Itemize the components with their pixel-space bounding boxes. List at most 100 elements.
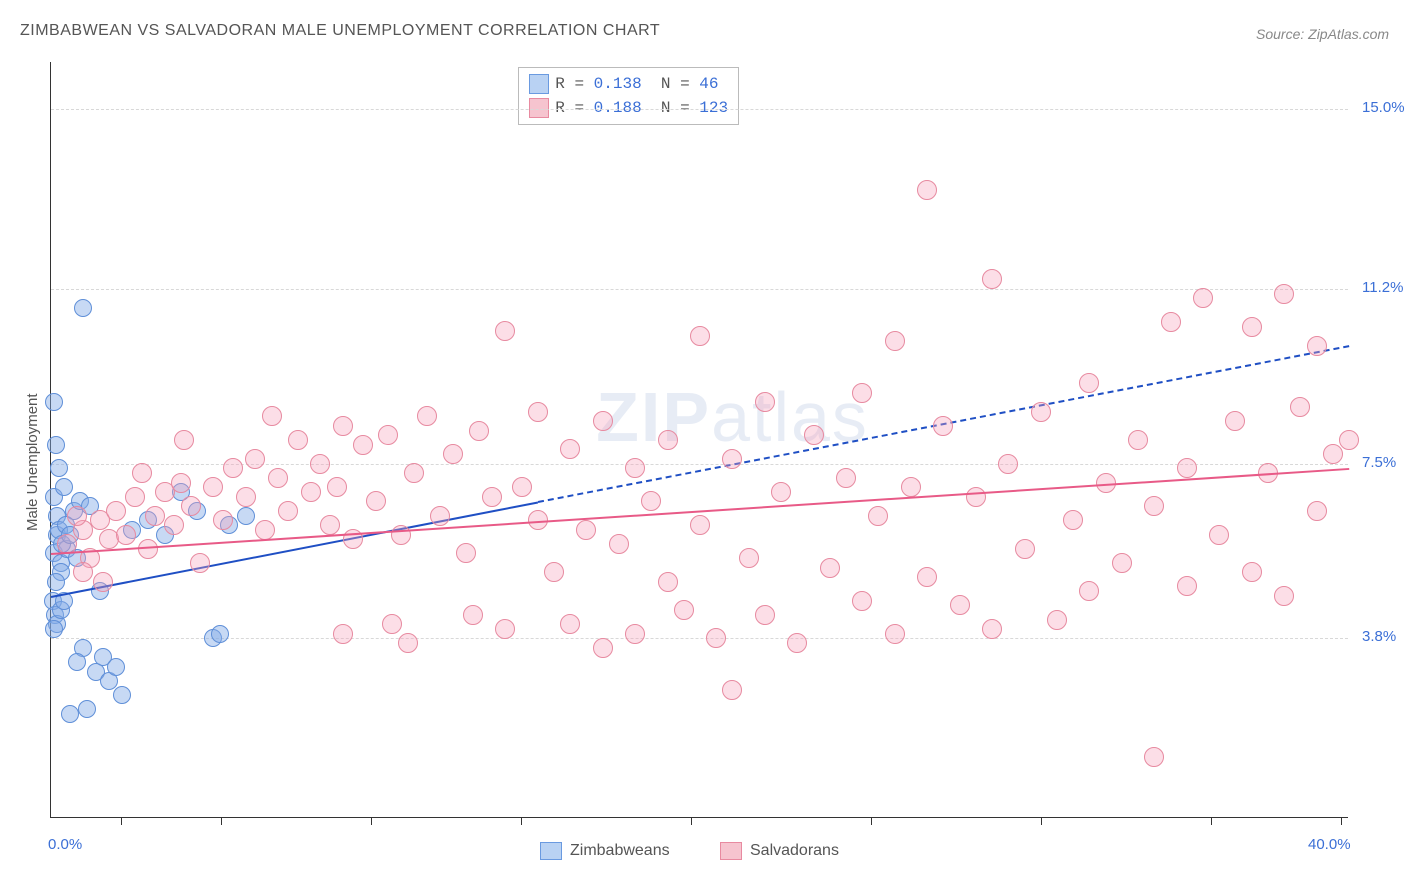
x-tick xyxy=(221,817,222,825)
data-point-salvadorans xyxy=(1079,581,1099,601)
data-point-salvadorans xyxy=(755,605,775,625)
data-point-salvadorans xyxy=(836,468,856,488)
data-point-salvadorans xyxy=(658,430,678,450)
data-point-salvadorans xyxy=(463,605,483,625)
bottom-legend-item: Zimbabweans xyxy=(540,842,670,860)
source-credit: Source: ZipAtlas.com xyxy=(1256,26,1389,42)
data-point-salvadorans xyxy=(560,614,580,634)
plot-area: ZIPatlas R = 0.138 N = 46 R = 0.188 N = 1… xyxy=(50,62,1348,818)
data-point-salvadorans xyxy=(901,477,921,497)
data-point-salvadorans xyxy=(391,525,411,545)
watermark-rest: atlas xyxy=(711,378,869,456)
x-tick xyxy=(1341,817,1342,825)
data-point-salvadorans xyxy=(171,473,191,493)
legend-swatch xyxy=(529,98,549,118)
data-point-salvadorans xyxy=(378,425,398,445)
data-point-salvadorans xyxy=(933,416,953,436)
data-point-salvadorans xyxy=(1161,312,1181,332)
y-axis-title: Male Unemployment xyxy=(24,393,41,531)
data-point-salvadorans xyxy=(641,491,661,511)
data-point-zimbabweans xyxy=(47,436,65,454)
data-point-salvadorans xyxy=(417,406,437,426)
data-point-salvadorans xyxy=(245,449,265,469)
data-point-salvadorans xyxy=(333,416,353,436)
data-point-salvadorans xyxy=(1242,562,1262,582)
x-tick xyxy=(371,817,372,825)
data-point-zimbabweans xyxy=(50,459,68,477)
data-point-salvadorans xyxy=(430,506,450,526)
x-tick xyxy=(1211,817,1212,825)
data-point-salvadorans xyxy=(327,477,347,497)
data-point-salvadorans xyxy=(301,482,321,502)
data-point-salvadorans xyxy=(1290,397,1310,417)
data-point-salvadorans xyxy=(1274,284,1294,304)
y-tick-label: 3.8% xyxy=(1362,628,1396,645)
data-point-salvadorans xyxy=(310,454,330,474)
data-point-salvadorans xyxy=(609,534,629,554)
stats-legend-row: R = 0.138 N = 46 xyxy=(529,72,728,96)
data-point-salvadorans xyxy=(1339,430,1359,450)
data-point-zimbabweans xyxy=(61,705,79,723)
data-point-zimbabweans xyxy=(74,299,92,317)
x-max-label: 40.0% xyxy=(1308,836,1351,853)
x-tick xyxy=(121,817,122,825)
data-point-zimbabweans xyxy=(68,653,86,671)
stats-legend: R = 0.138 N = 46 R = 0.188 N = 123 xyxy=(518,67,739,125)
data-point-salvadorans xyxy=(576,520,596,540)
legend-swatch xyxy=(529,74,549,94)
data-point-salvadorans xyxy=(1015,539,1035,559)
data-point-zimbabweans xyxy=(55,478,73,496)
data-point-salvadorans xyxy=(398,633,418,653)
data-point-salvadorans xyxy=(966,487,986,507)
gridline xyxy=(51,638,1348,639)
data-point-salvadorans xyxy=(174,430,194,450)
x-min-label: 0.0% xyxy=(48,836,82,853)
data-point-salvadorans xyxy=(982,269,1002,289)
data-point-salvadorans xyxy=(528,402,548,422)
data-point-salvadorans xyxy=(722,680,742,700)
data-point-salvadorans xyxy=(593,411,613,431)
data-point-salvadorans xyxy=(223,458,243,478)
data-point-salvadorans xyxy=(1177,458,1197,478)
data-point-salvadorans xyxy=(1047,610,1067,630)
watermark-bold: ZIP xyxy=(596,378,711,456)
data-point-salvadorans xyxy=(1225,411,1245,431)
data-point-salvadorans xyxy=(593,638,613,658)
data-point-salvadorans xyxy=(1242,317,1262,337)
data-point-salvadorans xyxy=(885,331,905,351)
stats-legend-row: R = 0.188 N = 123 xyxy=(529,96,728,120)
data-point-salvadorans xyxy=(868,506,888,526)
data-point-salvadorans xyxy=(495,321,515,341)
data-point-salvadorans xyxy=(262,406,282,426)
data-point-salvadorans xyxy=(1128,430,1148,450)
data-point-zimbabweans xyxy=(45,393,63,411)
data-point-salvadorans xyxy=(1079,373,1099,393)
data-point-salvadorans xyxy=(1144,496,1164,516)
data-point-salvadorans xyxy=(755,392,775,412)
x-tick xyxy=(1041,817,1042,825)
data-point-salvadorans xyxy=(469,421,489,441)
gridline xyxy=(51,289,1348,290)
data-point-salvadorans xyxy=(213,510,233,530)
data-point-salvadorans xyxy=(404,463,424,483)
data-point-salvadorans xyxy=(1323,444,1343,464)
legend-swatch xyxy=(540,842,562,860)
data-point-salvadorans xyxy=(333,624,353,644)
data-point-salvadorans xyxy=(625,624,645,644)
data-point-zimbabweans xyxy=(237,507,255,525)
data-point-salvadorans xyxy=(268,468,288,488)
legend-text: R = 0.188 N = 123 xyxy=(555,99,728,117)
data-point-zimbabweans xyxy=(211,625,229,643)
data-point-salvadorans xyxy=(73,562,93,582)
data-point-zimbabweans xyxy=(45,620,63,638)
data-point-salvadorans xyxy=(164,515,184,535)
y-tick-label: 11.2% xyxy=(1362,279,1403,296)
data-point-zimbabweans xyxy=(78,700,96,718)
data-point-salvadorans xyxy=(203,477,223,497)
data-point-salvadorans xyxy=(982,619,1002,639)
data-point-salvadorans xyxy=(443,444,463,464)
data-point-salvadorans xyxy=(804,425,824,445)
data-point-salvadorans xyxy=(255,520,275,540)
chart-title: ZIMBABWEAN VS SALVADORAN MALE UNEMPLOYME… xyxy=(20,22,660,40)
data-point-salvadorans xyxy=(278,501,298,521)
